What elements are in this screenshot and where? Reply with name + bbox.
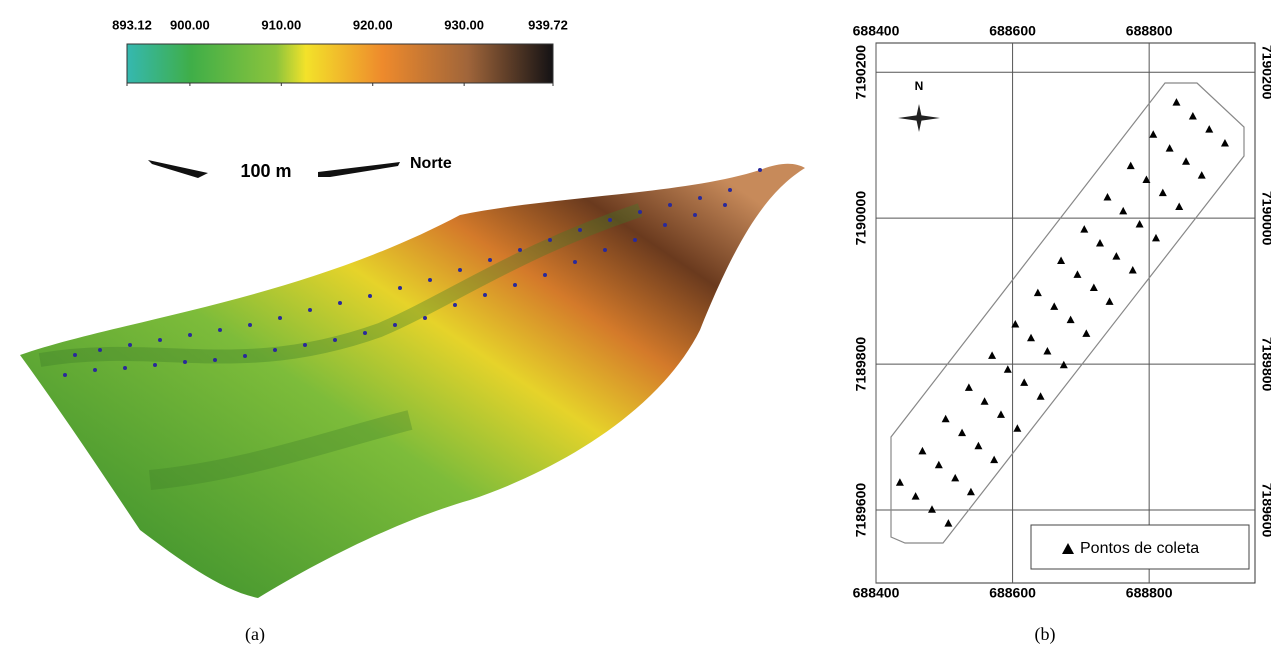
y-tick-label: 7189600 [1259,483,1271,538]
caption: (b) [1035,624,1056,645]
north-label: N [915,79,924,93]
x-tick-label: 688400 [853,23,900,39]
x-tick-label: 688400 [853,585,900,601]
colorbar-tick-label: 910.00 [261,17,301,32]
y-tick-label: 7190000 [1259,191,1271,246]
north-label: Norte [410,155,452,172]
scale-label: 100 m [240,161,291,181]
y-tick-label: 7190200 [853,45,869,100]
colorbar [127,44,553,83]
colorbar-tick-label: 900.00 [170,17,210,32]
colorbar-tick-label: 939.72 [528,17,568,32]
scale-arrow [148,160,208,178]
map-frame [876,43,1255,583]
y-tick-label: 7189800 [853,337,869,392]
colorbar-tick-label: 920.00 [353,17,393,32]
x-tick-label: 688800 [1126,585,1173,601]
north-arrow [318,162,400,177]
y-tick-label: 7190200 [1259,45,1271,100]
x-tick-label: 688600 [989,585,1036,601]
terrain [20,164,805,598]
figure: 893.12 900.00 910.00 920.00 930.00 939.72 100… [0,0,1271,650]
x-tick-label: 688600 [989,23,1036,39]
caption: (a) [245,624,265,645]
page: 893.12 900.00 910.00 920.00 930.00 939.72 100… [0,0,1271,650]
y-tick-label: 7189800 [1259,337,1271,392]
x-tick-label: 688800 [1126,23,1173,39]
y-tick-label: 7189600 [853,483,869,538]
y-tick-label: 7190000 [853,191,869,246]
legend-label: Pontos de coleta [1080,540,1199,557]
colorbar-tick-label: 893.12 [112,17,152,32]
colorbar-tick-label: 930.00 [444,17,484,32]
